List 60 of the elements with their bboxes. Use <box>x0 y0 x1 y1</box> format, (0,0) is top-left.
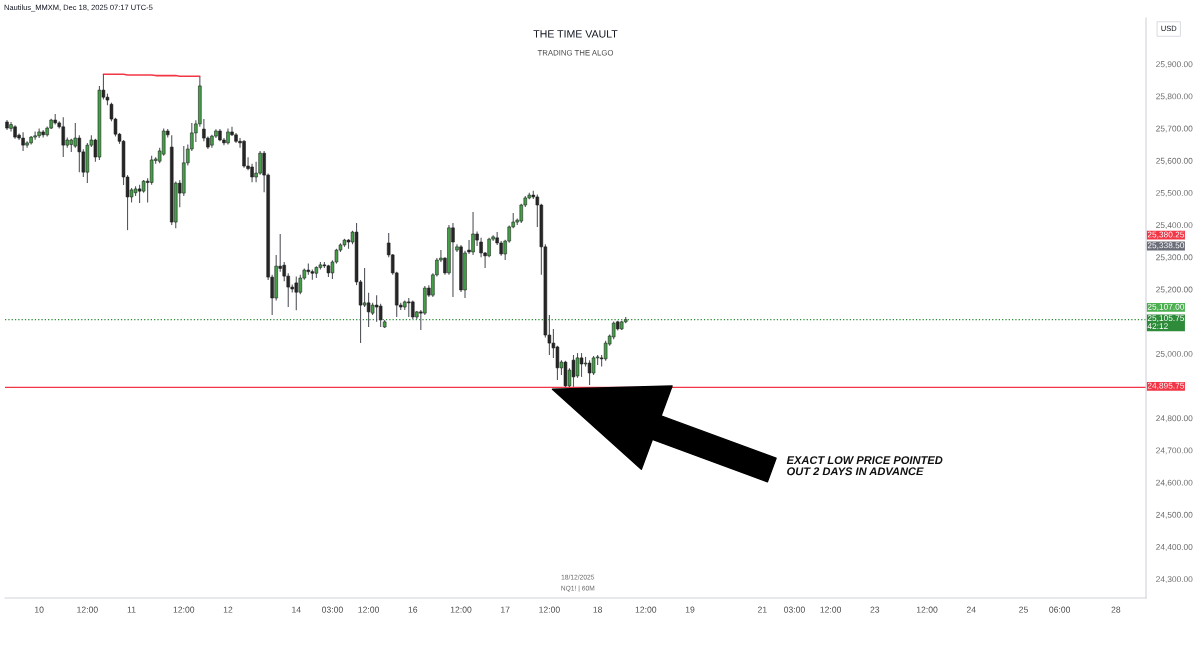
candlestick <box>579 352 584 378</box>
y-tick-label: 25,200.00 <box>1156 286 1193 294</box>
x-tick-label: 25 <box>1019 606 1028 613</box>
y-tick-label: 25,300.00 <box>1156 254 1193 262</box>
y-tick-label: 25,800.00 <box>1156 93 1193 101</box>
ref-line-label: 24,895.75 <box>1147 382 1185 390</box>
x-tick-label: 18 <box>593 606 603 613</box>
x-tick-label: 12:00 <box>635 606 657 613</box>
candlestick <box>73 122 78 149</box>
candlestick <box>451 222 455 298</box>
x-tick-label: 12:00 <box>173 606 195 613</box>
candlestick <box>407 297 411 318</box>
x-tick-label: 03:00 <box>784 606 805 613</box>
x-tick-label: 14 <box>292 606 301 613</box>
x-tick-label: 12:00 <box>450 606 472 613</box>
y-tick-label: 24,700.00 <box>1156 447 1193 455</box>
y-tick-label: 25,500.00 <box>1156 189 1193 197</box>
candlestick <box>294 275 298 311</box>
candlestick <box>471 211 475 256</box>
text: 25,107.00 <box>1147 303 1185 311</box>
x-tick-label: 16 <box>408 606 418 613</box>
candlestick <box>571 354 576 388</box>
x-tick-label: 23 <box>870 606 880 613</box>
x-tick-label: 24 <box>966 606 976 613</box>
y-tick-label: 24,800.00 <box>1156 415 1193 423</box>
x-tick-label: 12:00 <box>358 606 380 613</box>
x-tick-label: 17 <box>501 606 510 613</box>
y-tick-label: 25,700.00 <box>1156 125 1193 133</box>
y-tick-label: 25,400.00 <box>1156 222 1193 230</box>
x-tick-label: 03:00 <box>322 606 343 613</box>
candlestick <box>587 359 592 386</box>
y-tick-label: 25,600.00 <box>1156 157 1193 165</box>
y-tick-label: 24,400.00 <box>1156 544 1193 551</box>
x-tick-label: 12:00 <box>916 606 938 613</box>
y-tick-label: 24,300.00 <box>1156 576 1193 584</box>
x-tick-label: 28 <box>1111 606 1121 613</box>
candlestick <box>21 131 25 152</box>
candlestick <box>61 116 65 158</box>
y-tick-label: 25,000.00 <box>1156 350 1193 358</box>
x-tick-label: 21 <box>757 606 767 613</box>
y-tick-label: 24,500.00 <box>1156 511 1193 519</box>
text: 25,338.50 <box>1147 242 1185 250</box>
x-tick-label: 12:00 <box>820 606 842 613</box>
candlestick <box>37 127 41 139</box>
text: 25,380.25 <box>1147 231 1185 239</box>
x-tick-label: 10 <box>35 606 44 613</box>
x-tick-label: 12:00 <box>539 606 560 613</box>
candlestick <box>149 155 154 186</box>
candlestick <box>378 303 383 328</box>
y-tick-label: 24,600.00 <box>1156 479 1193 487</box>
x-tick-label: 19 <box>685 606 695 613</box>
y-tick-label: 25,900.00 <box>1156 61 1193 69</box>
x-tick-label: 11 <box>127 606 136 613</box>
annotation: EXACT LOW PRICE POINTED OUT 2 DAYS IN ADVANCE <box>786 456 943 476</box>
x-tick-label: 12:00 <box>77 606 98 613</box>
x-tick-label: 12 <box>223 606 233 613</box>
x-tick-label: 06:00 <box>1049 606 1071 613</box>
text: THE TIME VAULT <box>533 30 618 38</box>
ref-line-label: 25,105.75 42:12 <box>1147 315 1185 329</box>
candlestick <box>33 131 37 141</box>
